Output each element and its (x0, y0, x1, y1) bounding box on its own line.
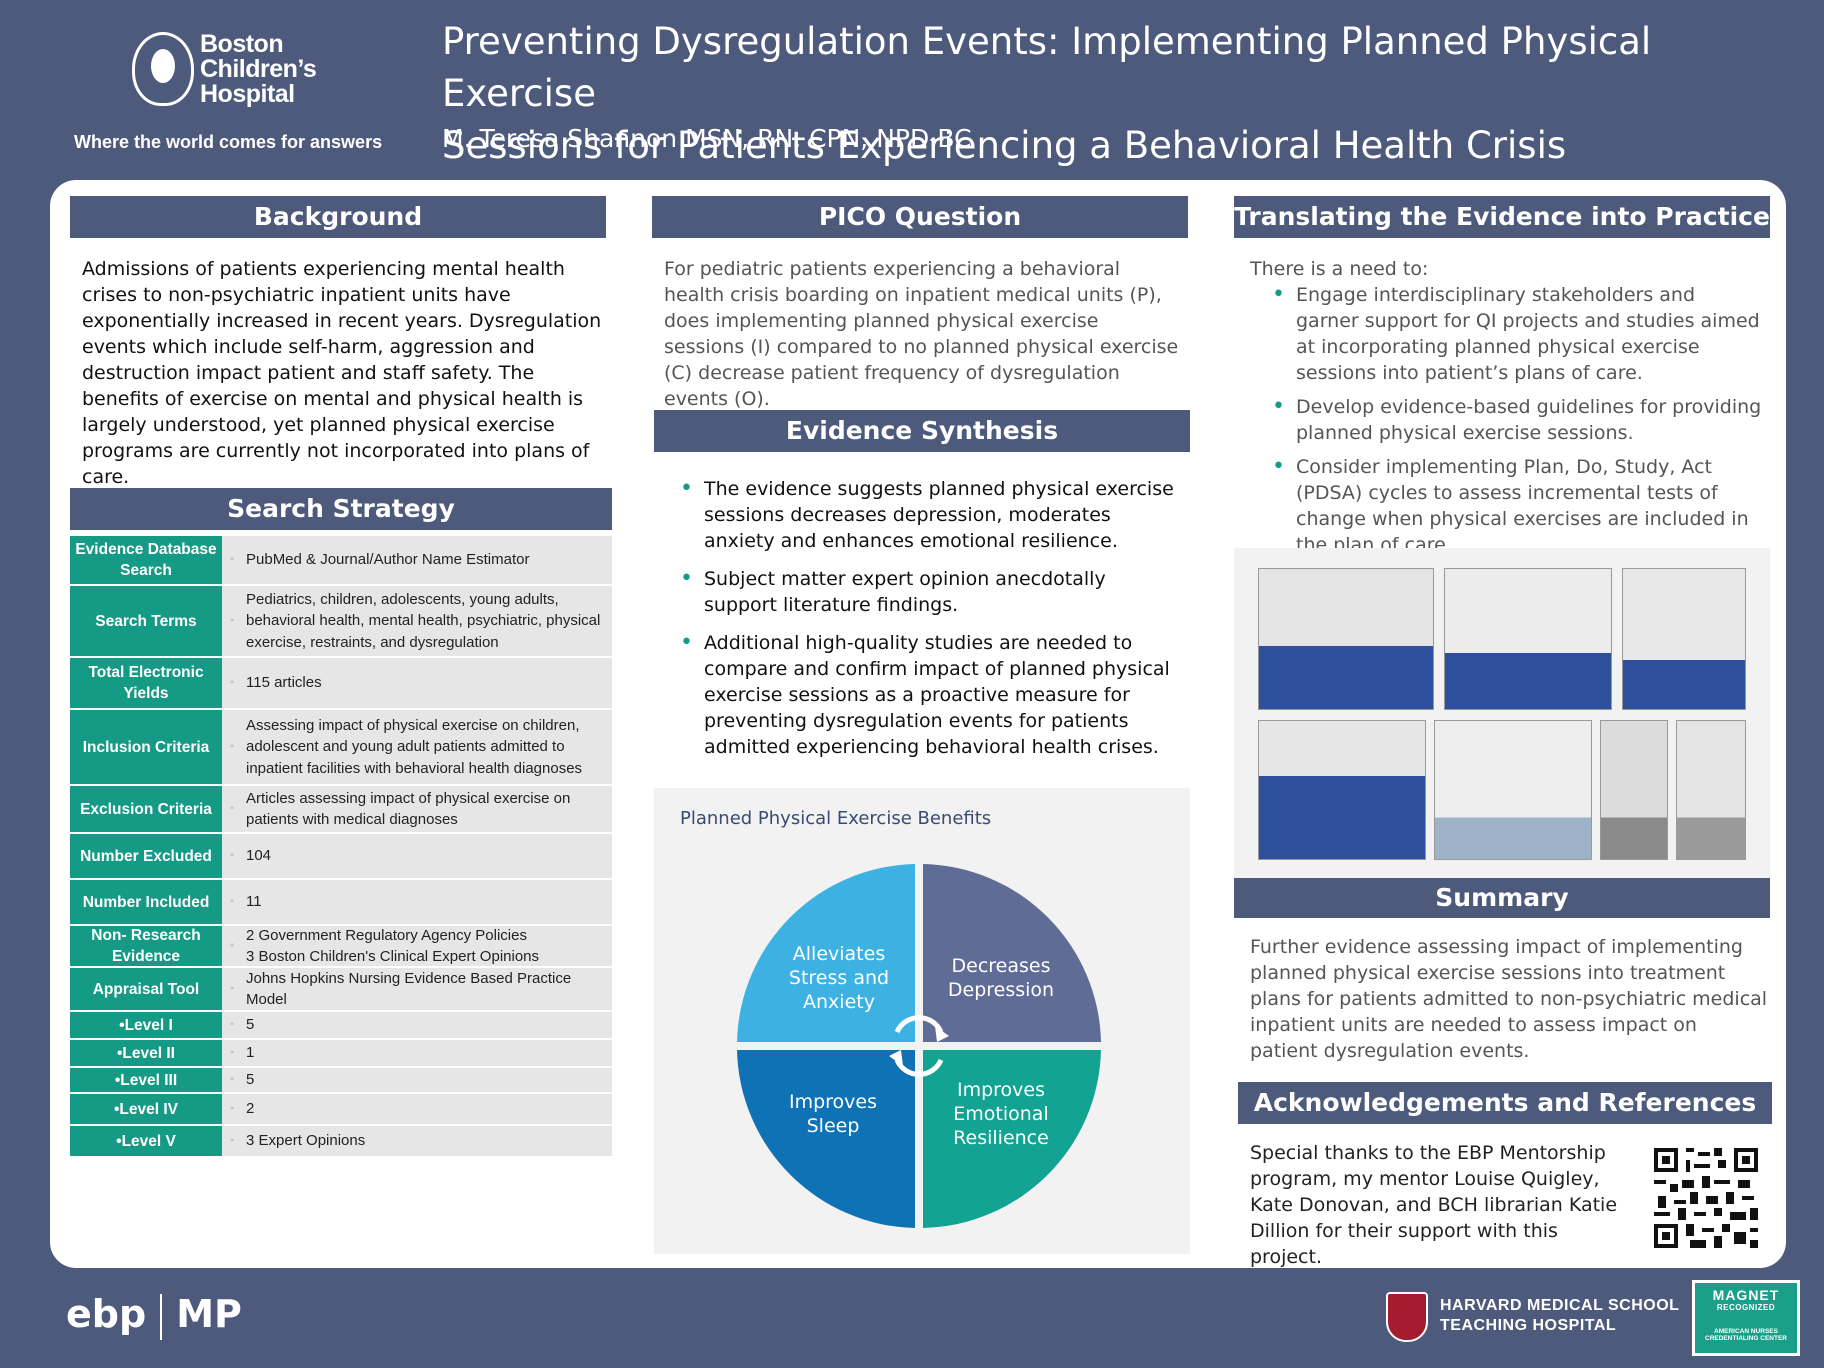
pico-text: For pediatric patients experiencing a be… (664, 258, 1179, 410)
table-row-value: 5 (222, 1068, 612, 1092)
table-row: Inclusion CriteriaAssessing impact of ph… (70, 710, 612, 786)
table-row: Search TermsPediatrics, children, adoles… (70, 586, 612, 658)
table-row: Evidence Database SearchPubMed & Journal… (70, 536, 612, 586)
summary-text: Further evidence assessing impact of imp… (1250, 936, 1768, 1062)
table-row: Exclusion CriteriaArticles assessing imp… (70, 786, 612, 834)
exercise-photos (1234, 548, 1770, 878)
table-row-label: Total Electronic Yields (70, 658, 222, 708)
poster-author: M. Teresa Shannon MSN, RN, CPN, NPD-BC (442, 124, 972, 153)
acknowledgements-heading: Acknowledgements and References (1238, 1082, 1772, 1124)
exercise-photo (1676, 720, 1746, 860)
hospital-seal-icon (132, 32, 194, 106)
table-row-label: •Level III (70, 1068, 222, 1092)
quadrant-sleep (737, 1050, 915, 1228)
table-row-value: 115 articles (222, 658, 612, 708)
translating-list: Engage interdisciplinary stakeholders an… (1272, 282, 1762, 566)
table-row-value: 3 Expert Opinions (222, 1126, 612, 1156)
diagram-title: Planned Physical Exercise Benefits (680, 808, 992, 829)
poster-title: Preventing Dysregulation Events: Impleme… (442, 20, 1652, 167)
table-row-value: 2 (222, 1094, 612, 1124)
exercise-photo (1258, 720, 1426, 860)
exercise-photo (1622, 568, 1746, 710)
hospital-name: Boston Children’s Hospital (200, 30, 317, 108)
evidence-synthesis-list: The evidence suggests planned physical e… (680, 476, 1180, 772)
table-row-label: •Level IV (70, 1094, 222, 1124)
quadrant-label-depression: Decreases Depression (947, 955, 1055, 1001)
table-row-label: Appraisal Tool (70, 968, 222, 1010)
quadrant-resilience (923, 1050, 1101, 1228)
table-row-label: Search Terms (70, 586, 222, 656)
table-row: •Level V3 Expert Opinions (70, 1126, 612, 1158)
quadrant-label-stress: Alleviates Stress and Anxiety (788, 943, 890, 1013)
table-row-value: 104 (222, 834, 612, 878)
table-row: Total Electronic Yields115 articles (70, 658, 612, 710)
table-row-value: Johns Hopkins Nursing Evidence Based Pra… (222, 968, 612, 1010)
table-row-label: •Level V (70, 1126, 222, 1156)
list-item: The evidence suggests planned physical e… (680, 476, 1180, 554)
list-item: Engage interdisciplinary stakeholders an… (1272, 282, 1762, 386)
hospital-logo: Boston Children’s Hospital Where the wor… (72, 26, 402, 156)
table-row: •Level IV2 (70, 1094, 612, 1126)
table-row-value: PubMed & Journal/Author Name Estimator (222, 536, 612, 584)
table-row: Number Included11 (70, 880, 612, 926)
exercise-photo (1258, 568, 1434, 710)
table-row: Appraisal ToolJohns Hopkins Nursing Evid… (70, 968, 612, 1012)
table-row: Non- Research Evidence2 Government Regul… (70, 926, 612, 968)
exercise-photo (1434, 720, 1592, 860)
ebp-mp-logo: ebp MP (66, 1292, 242, 1340)
table-row-label: •Level I (70, 1012, 222, 1038)
translating-heading: Translating the Evidence into Practice (1234, 196, 1770, 238)
hospital-tagline: Where the world comes for answers (74, 132, 383, 152)
table-row-value: Pediatrics, children, adolescents, young… (222, 586, 612, 656)
translating-intro: There is a need to: (1250, 258, 1429, 280)
table-row-label: Non- Research Evidence (70, 926, 222, 966)
list-item: Consider implementing Plan, Do, Study, A… (1272, 454, 1762, 558)
table-row-value: Articles assessing impact of physical ex… (222, 786, 612, 832)
table-row: •Level II1 (70, 1040, 612, 1068)
list-item: Develop evidence-based guidelines for pr… (1272, 394, 1762, 446)
table-row-value: 5 (222, 1012, 612, 1038)
acknowledgements-text: Special thanks to the EBP Mentorship pro… (1250, 1142, 1618, 1268)
magnet-recognized-badge: MAGNET RECOGNIZED AMERICAN NURSES CREDEN… (1692, 1280, 1800, 1356)
background-text: Admissions of patients experiencing ment… (82, 258, 602, 488)
table-row-value: 1 (222, 1040, 612, 1066)
table-row-label: Inclusion Criteria (70, 710, 222, 784)
table-row: •Level III5 (70, 1068, 612, 1094)
benefits-diagram: Planned Physical Exercise Benefits Allev… (654, 788, 1190, 1254)
table-row-label: Evidence Database Search (70, 536, 222, 584)
search-strategy-table: Evidence Database SearchPubMed & Journal… (70, 536, 612, 1158)
harvard-shield-icon (1386, 1292, 1428, 1342)
table-row: Number Excluded104 (70, 834, 612, 880)
exercise-photo (1444, 568, 1612, 710)
table-row-label: Number Excluded (70, 834, 222, 878)
table-row: •Level I5 (70, 1012, 612, 1040)
qr-code-icon (1654, 1148, 1758, 1248)
summary-heading: Summary (1234, 878, 1770, 918)
table-row-value: Assessing impact of physical exercise on… (222, 710, 612, 784)
pico-heading: PICO Question (652, 196, 1188, 238)
table-row-value: 2 Government Regulatory Agency Policies … (222, 926, 612, 966)
quadrant-depression (923, 864, 1101, 1042)
table-row-label: Exclusion Criteria (70, 786, 222, 832)
list-item: Subject matter expert opinion anecdotall… (680, 566, 1180, 618)
search-strategy-heading: Search Strategy (70, 488, 612, 530)
cycle-arrow-top-icon (894, 1015, 944, 1034)
list-item: Additional high-quality studies are need… (680, 630, 1180, 760)
quadrant-label-sleep: Improves Sleep (788, 1091, 878, 1137)
table-row-value: 11 (222, 880, 612, 924)
cycle-arrow-bottom-icon (894, 1058, 944, 1077)
benefits-circle (737, 864, 1101, 1228)
quadrant-stress (737, 864, 915, 1042)
exercise-photo (1600, 720, 1668, 860)
table-row-label: •Level II (70, 1040, 222, 1066)
quadrant-label-resilience: Improves Emotional Resilience (953, 1079, 1049, 1149)
background-heading: Background (70, 196, 606, 238)
evidence-synthesis-heading: Evidence Synthesis (654, 410, 1190, 452)
table-row-label: Number Included (70, 880, 222, 924)
